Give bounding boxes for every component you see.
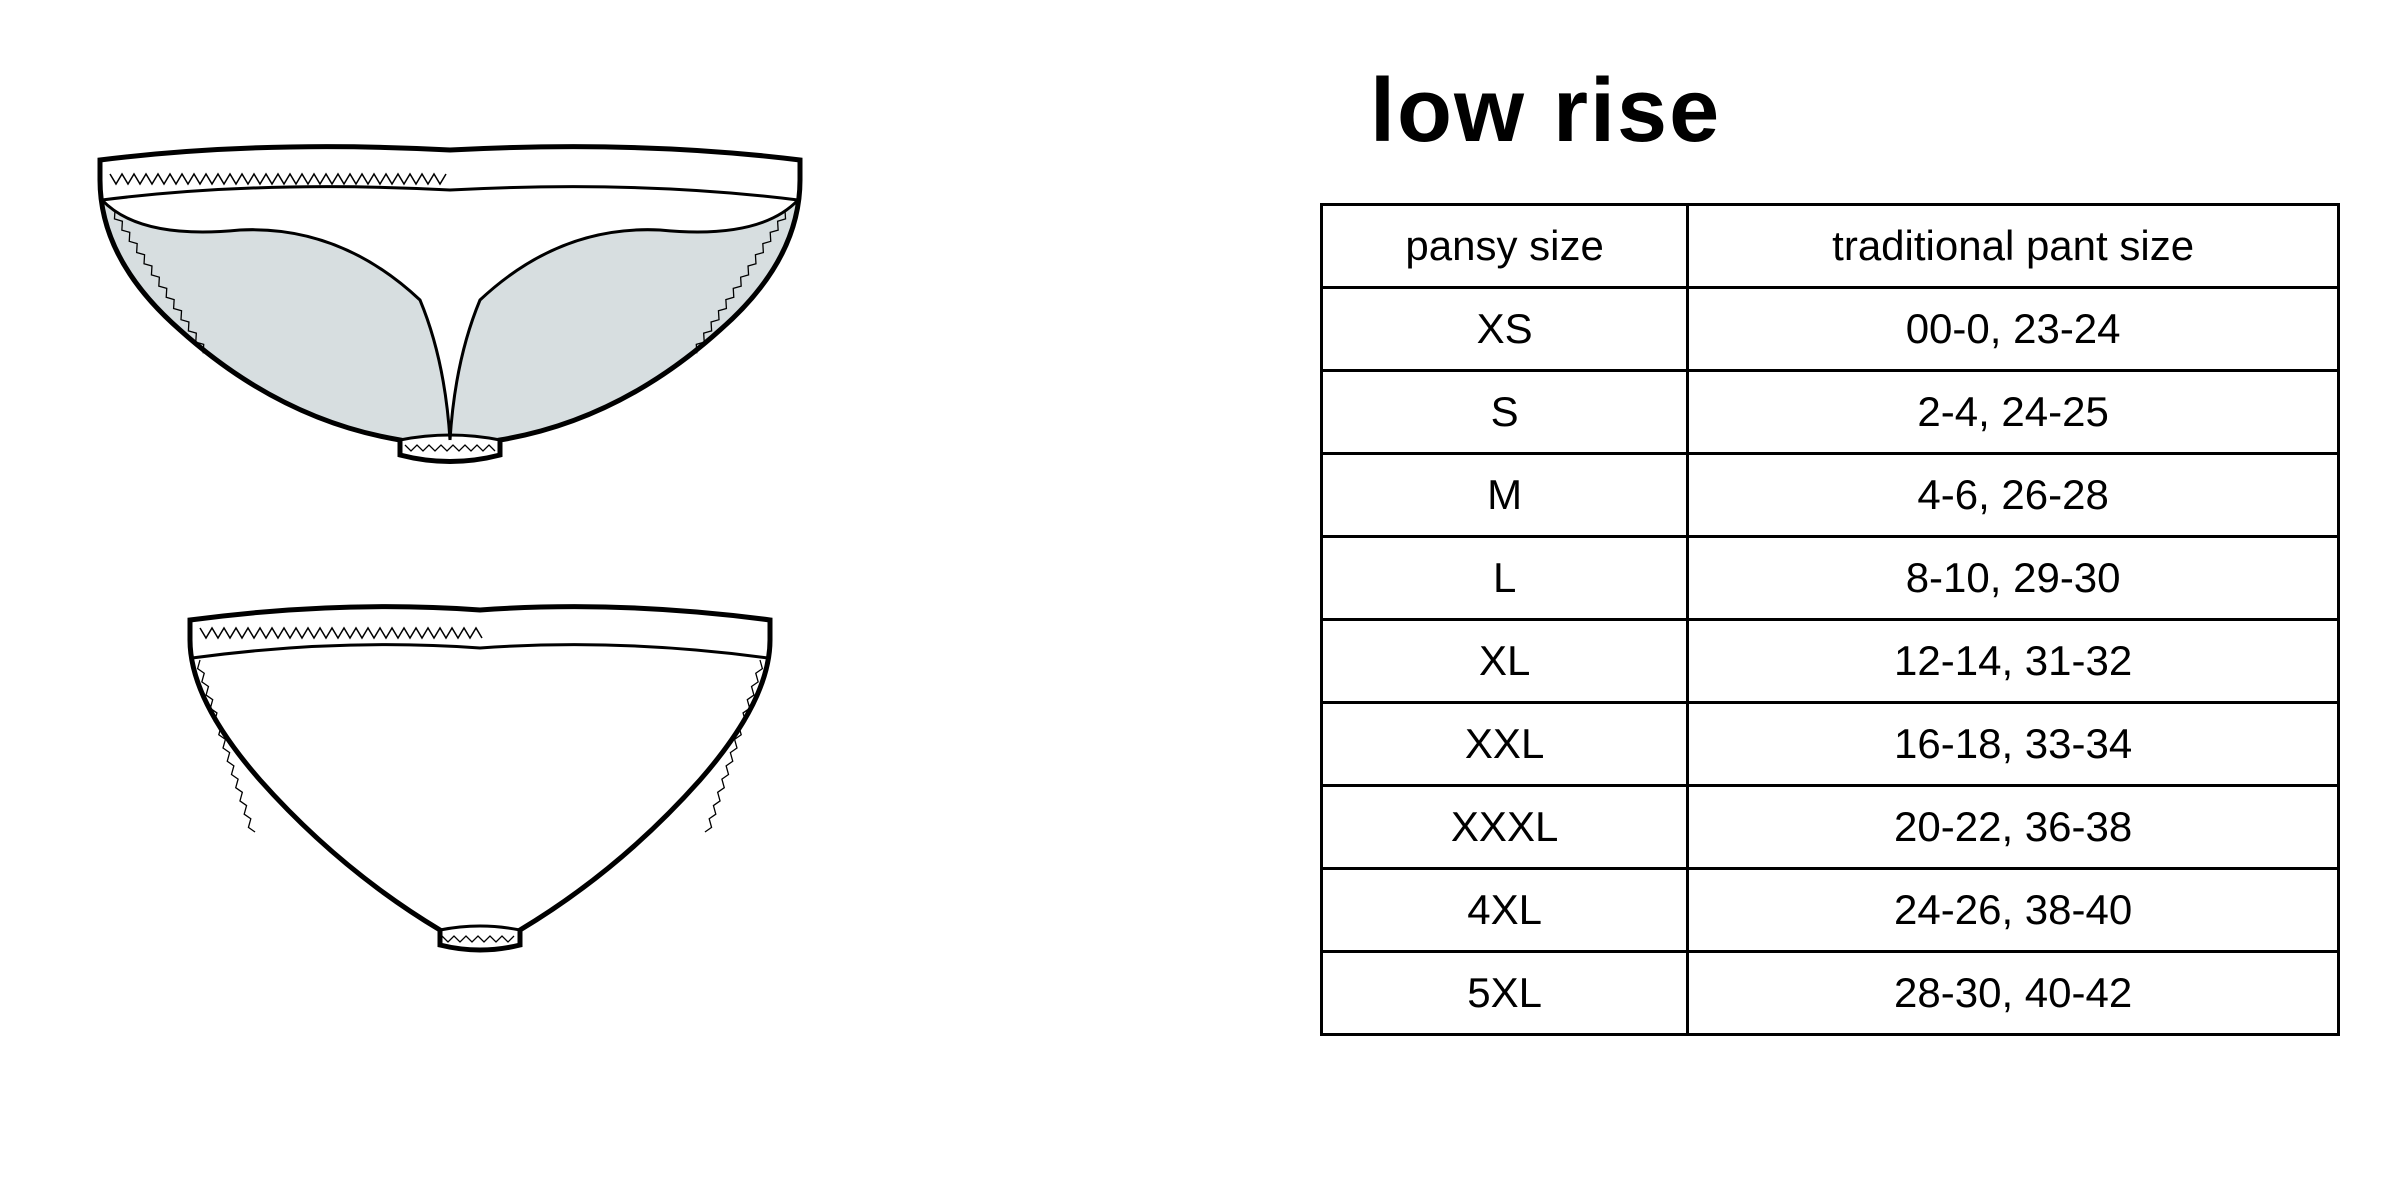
cell-pansy-size: XXXL <box>1322 786 1688 869</box>
cell-pansy-size: XXL <box>1322 703 1688 786</box>
cell-pant-size: 16-18, 33-34 <box>1688 703 2339 786</box>
garment-back-illustration <box>160 570 800 990</box>
cell-pant-size: 8-10, 29-30 <box>1688 537 2339 620</box>
col-header-pansy-size: pansy size <box>1322 205 1688 288</box>
cell-pant-size: 00-0, 23-24 <box>1688 288 2339 371</box>
cell-pansy-size: 5XL <box>1322 952 1688 1035</box>
cell-pansy-size: M <box>1322 454 1688 537</box>
cell-pant-size: 24-26, 38-40 <box>1688 869 2339 952</box>
table-row: 4XL 24-26, 38-40 <box>1322 869 2339 952</box>
size-chart-page: low rise pansy size traditional pant siz… <box>0 0 2400 1200</box>
illustration-panel <box>60 100 840 990</box>
col-header-pant-size: traditional pant size <box>1688 205 2339 288</box>
chart-title: low rise <box>1370 60 2340 163</box>
table-row: XL 12-14, 31-32 <box>1322 620 2339 703</box>
cell-pant-size: 12-14, 31-32 <box>1688 620 2339 703</box>
cell-pansy-size: L <box>1322 537 1688 620</box>
cell-pansy-size: S <box>1322 371 1688 454</box>
size-table: pansy size traditional pant size XS 00-0… <box>1320 203 2340 1036</box>
cell-pant-size: 2-4, 24-25 <box>1688 371 2339 454</box>
table-header-row: pansy size traditional pant size <box>1322 205 2339 288</box>
cell-pansy-size: 4XL <box>1322 869 1688 952</box>
cell-pant-size: 20-22, 36-38 <box>1688 786 2339 869</box>
size-chart-panel: low rise pansy size traditional pant siz… <box>1320 60 2340 1036</box>
table-row: XS 00-0, 23-24 <box>1322 288 2339 371</box>
table-row: S 2-4, 24-25 <box>1322 371 2339 454</box>
table-row: XXL 16-18, 33-34 <box>1322 703 2339 786</box>
table-row: M 4-6, 26-28 <box>1322 454 2339 537</box>
cell-pant-size: 28-30, 40-42 <box>1688 952 2339 1035</box>
garment-front-illustration <box>60 100 840 500</box>
table-row: XXXL 20-22, 36-38 <box>1322 786 2339 869</box>
cell-pansy-size: XS <box>1322 288 1688 371</box>
cell-pant-size: 4-6, 26-28 <box>1688 454 2339 537</box>
table-row: 5XL 28-30, 40-42 <box>1322 952 2339 1035</box>
cell-pansy-size: XL <box>1322 620 1688 703</box>
table-row: L 8-10, 29-30 <box>1322 537 2339 620</box>
